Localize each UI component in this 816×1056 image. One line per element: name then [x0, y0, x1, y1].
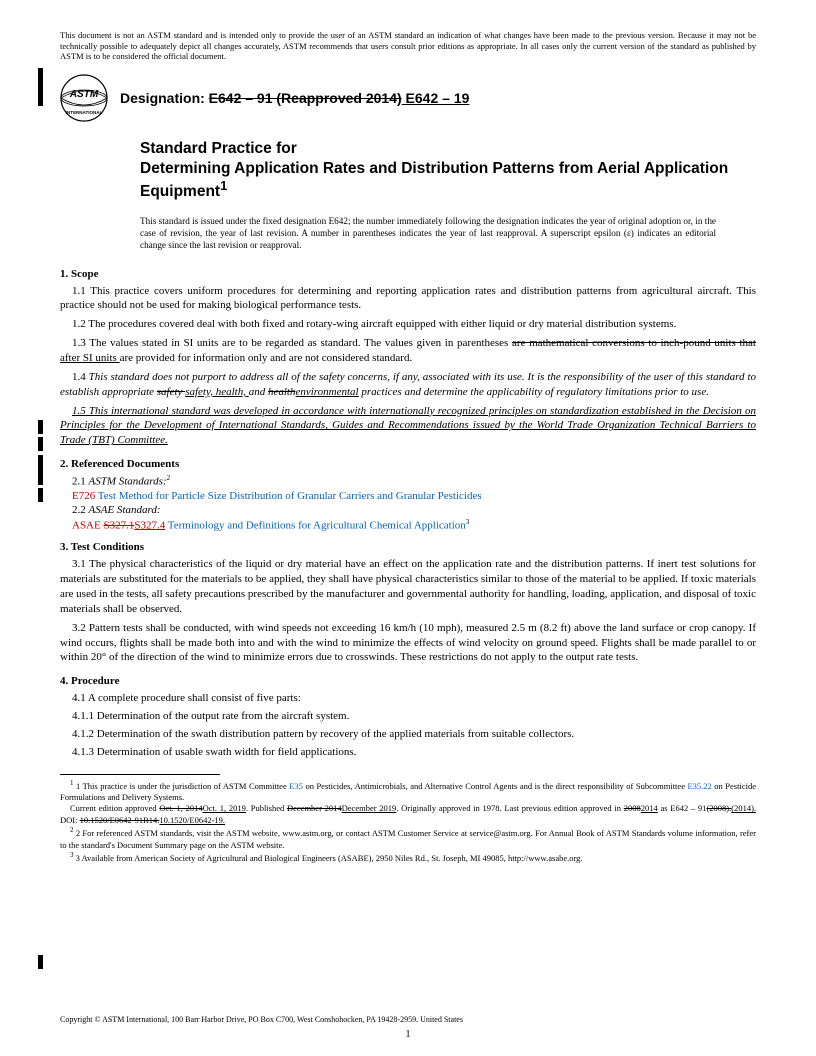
designation-line: Designation: E642 – 91 (Reapproved 2014)… — [120, 90, 469, 106]
para-1-4-ib: and — [249, 386, 268, 398]
header-row: ASTM INTERNATIONAL Designation: E642 – 9… — [60, 74, 756, 122]
para-1-3-strike: are mathematical conversions to inch-pou… — [512, 337, 756, 349]
f1b-mid4: DOI: — [60, 815, 80, 825]
para-4-1-3: 4.1.3 Determination of usable swath widt… — [60, 745, 756, 760]
ref-e726-title[interactable]: Test Method for Particle Size Distributi… — [95, 490, 481, 502]
designation-old: E642 – 91 (Reapproved 2014) — [209, 90, 402, 106]
para-4-1-2: 4.1.2 Determination of the swath distrib… — [60, 727, 756, 742]
ref-2-2: 2.2 ASAE Standard: — [60, 504, 756, 516]
f1b-u3: 2014 — [641, 803, 658, 813]
change-bar-icon — [38, 955, 43, 969]
para-1-3-ul: after SI units — [60, 352, 120, 364]
ref-2-1-sup: 2 — [167, 474, 171, 482]
f1-pre: 1 This practice is under the jurisdictio… — [76, 781, 289, 791]
proc-heading: 4. Procedure — [60, 675, 756, 687]
change-bar-icon — [38, 68, 43, 106]
ref-2-1: 2.1 ASTM Standards:2 — [60, 474, 756, 488]
para-1-3-post: are provided for information only and ar… — [120, 352, 413, 364]
para-1-4-pre: 1.4 — [72, 371, 89, 383]
para-1-4-s2: health — [268, 386, 296, 398]
para-3-1: 3.1 The physical characteristics of the … — [60, 557, 756, 616]
f1-e35[interactable]: E35 — [289, 781, 303, 791]
astm-logo: ASTM INTERNATIONAL — [60, 74, 108, 122]
ref-2-2-it: ASAE Standard: — [89, 504, 161, 516]
ref-e726-code[interactable]: E726 — [72, 490, 95, 502]
f1b-mid3: as E642 – 91 — [658, 803, 707, 813]
f1-mid: on Pesticides, Antimicrobials, and Alter… — [303, 781, 688, 791]
copyright-line: Copyright © ASTM International, 100 Barr… — [60, 1015, 463, 1024]
para-4-1-1: 4.1.1 Determination of the output rate f… — [60, 709, 756, 724]
f1b-u5: 10.1520/E0642-19. — [159, 815, 225, 825]
page-number: 1 — [406, 1029, 411, 1040]
tc-heading: 3. Test Conditions — [60, 541, 756, 553]
title-main: Determining Application Rates and Distri… — [140, 159, 756, 202]
designation-new: E642 – 19 — [402, 90, 470, 106]
page-container: This document is not an ASTM standard an… — [0, 0, 816, 1056]
para-4-1: 4.1 A complete procedure shall consist o… — [60, 691, 756, 706]
scope-heading: 1. Scope — [60, 268, 756, 280]
footnote-1b: Current edition approved Oct. 1, 2014Oct… — [60, 803, 756, 826]
para-1-5: 1.5 This international standard was deve… — [60, 404, 756, 449]
change-bar-icon — [38, 437, 43, 451]
ref-asae-strike: S327.1 — [103, 519, 134, 531]
f1b-u4: (2014). — [731, 803, 756, 813]
f1b-s1: Oct. 1, 2014 — [159, 803, 202, 813]
svg-text:INTERNATIONAL: INTERNATIONAL — [66, 110, 103, 115]
change-bar-icon — [38, 420, 43, 434]
ref-heading: 2. Referenced Documents — [60, 458, 756, 470]
ref-asae: ASAE S327.1S327.4 Terminology and Defini… — [60, 518, 756, 532]
f1b-s5: 10.1520/E0642-91R14. — [80, 815, 160, 825]
ref-2-1-num: 2.1 — [72, 476, 89, 488]
f1b-mid2: . Originally approved in 1978. Last prev… — [396, 803, 623, 813]
f1b-s3: 2008 — [624, 803, 641, 813]
f1b-mid1: . Published — [246, 803, 287, 813]
para-1-5-text: 1.5 This international standard was deve… — [60, 405, 756, 447]
para-1-2: 1.2 The procedures covered deal with bot… — [60, 317, 756, 332]
para-1-4-ic: practices and determine the applicabilit… — [359, 386, 709, 398]
ref-asae-pre: ASAE — [72, 519, 103, 531]
f1b-s2: December 2014 — [287, 803, 342, 813]
title-sup: 1 — [220, 178, 227, 193]
issuance-note: This standard is issued under the fixed … — [140, 216, 716, 252]
footnote-3: 3 3 Available from American Society of A… — [60, 851, 756, 864]
footnote-1: 1 1 This practice is under the jurisdict… — [60, 779, 756, 804]
title-main-text: Determining Application Rates and Distri… — [140, 160, 728, 201]
change-bar-icon — [38, 455, 43, 485]
f1b-s4: (2008). — [706, 803, 731, 813]
disclaimer-text: This document is not an ASTM standard an… — [60, 30, 756, 62]
para-1-3-pre: 1.3 The values stated in SI units are to… — [72, 337, 512, 349]
para-1-4-s1: safety — [157, 386, 185, 398]
f1b-u1: Oct. 1, 2019 — [203, 803, 246, 813]
para-1-4-u2: environmental — [295, 386, 358, 398]
ref-asae-sup: 3 — [466, 518, 470, 526]
ref-asae-ul: S327.4 — [134, 519, 165, 531]
title-block: Standard Practice for Determining Applic… — [140, 140, 756, 202]
f1b-pre: Current edition approved — [70, 803, 159, 813]
ref-asae-title[interactable]: Terminology and Definitions for Agricult… — [165, 519, 466, 531]
ref-2-1-it: ASTM Standards: — [89, 476, 167, 488]
para-1-1: 1.1 This practice covers uniform procedu… — [60, 284, 756, 314]
svg-text:ASTM: ASTM — [69, 89, 99, 100]
change-bar-icon — [38, 488, 43, 502]
f2-text: 2 For referenced ASTM standards, visit t… — [60, 828, 756, 849]
footnote-2: 2 2 For referenced ASTM standards, visit… — [60, 826, 756, 851]
ref-e726: E726 Test Method for Particle Size Distr… — [60, 490, 756, 502]
para-1-4: 1.4 This standard does not purport to ad… — [60, 370, 756, 400]
f1b-u2: December 2019 — [342, 803, 397, 813]
para-1-4-u1: safety, health, — [185, 386, 249, 398]
designation-label: Designation: — [120, 90, 209, 106]
para-3-2: 3.2 Pattern tests shall be conducted, wi… — [60, 621, 756, 666]
f1-e3522[interactable]: E35.22 — [687, 781, 711, 791]
ref-2-2-num: 2.2 — [72, 504, 89, 516]
footnotes: 1 1 This practice is under the jurisdict… — [60, 779, 756, 865]
para-1-3: 1.3 The values stated in SI units are to… — [60, 336, 756, 366]
f3-text: 3 Available from American Society of Agr… — [76, 853, 583, 863]
title-prefix: Standard Practice for — [140, 140, 756, 158]
